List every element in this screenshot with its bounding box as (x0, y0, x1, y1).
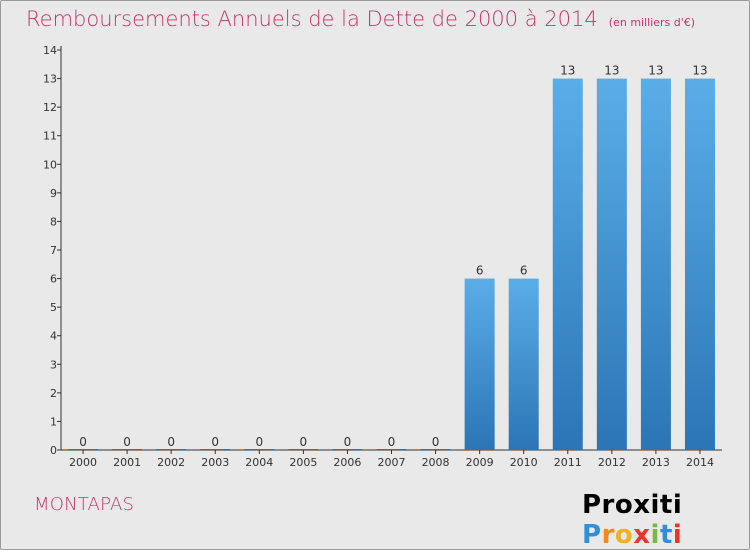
x-tick-label: 2002 (157, 456, 185, 469)
proxiti-logo: Proxiti Proxiti (582, 490, 750, 550)
bar (596, 78, 627, 451)
bar (464, 278, 495, 450)
x-tick-label: 2012 (598, 456, 626, 469)
data-label: 13 (692, 64, 707, 78)
y-tick-label: 7 (50, 244, 57, 257)
chart-subtitle: (en milliers d'€) (608, 16, 696, 29)
y-tick-label: 3 (50, 358, 57, 371)
data-label: 0 (388, 435, 396, 449)
y-tick-label: 2 (50, 387, 57, 400)
x-tick-label: 2007 (378, 456, 406, 469)
bar (420, 449, 451, 450)
bar (684, 78, 715, 451)
data-label: 6 (476, 264, 484, 278)
x-tick-label: 2013 (642, 456, 670, 469)
logo-letters: Proxiti (582, 520, 682, 550)
y-tick-label: 6 (50, 273, 57, 286)
commune-name: MONTAPAS (34, 494, 135, 515)
data-label: 0 (167, 435, 175, 449)
data-label: 0 (123, 435, 131, 449)
bar (288, 449, 319, 450)
y-tick-label: 5 (50, 301, 57, 314)
y-tick-label: 13 (43, 73, 57, 86)
x-tick-label: 2005 (289, 456, 317, 469)
data-label: 0 (79, 435, 87, 449)
x-tick-label: 2009 (466, 456, 494, 469)
y-tick-label: 8 (50, 215, 57, 228)
x-tick-label: 2000 (69, 456, 97, 469)
logo-text: Proxiti (582, 490, 683, 520)
data-label: 13 (604, 64, 619, 78)
x-tick-label: 2011 (554, 456, 582, 469)
y-tick-label: 12 (43, 101, 57, 114)
logo-letter: r (601, 520, 615, 550)
bar (508, 278, 539, 450)
bar (112, 449, 143, 450)
x-tick-label: 2014 (686, 456, 714, 469)
y-tick-label: 11 (43, 130, 57, 143)
chart-title: Remboursements Annuels de la Dette de 20… (26, 7, 598, 31)
x-tick-label: 2004 (245, 456, 273, 469)
logo-letter: o (614, 520, 634, 550)
bar (244, 449, 275, 450)
y-tick-label: 0 (50, 444, 57, 457)
chart-title-block: Remboursements Annuels de la Dette de 20… (26, 7, 695, 31)
bar (332, 449, 363, 450)
x-tick-label: 2006 (333, 456, 361, 469)
y-tick-label: 4 (50, 330, 57, 343)
data-label: 0 (344, 435, 352, 449)
data-label: 0 (255, 435, 263, 449)
bar (156, 449, 187, 450)
x-tick-label: 2008 (422, 456, 450, 469)
logo-letter: x (633, 520, 651, 550)
data-label: 13 (560, 64, 575, 78)
data-label: 0 (211, 435, 219, 449)
logo-letter: P (582, 520, 602, 550)
x-tick-label: 2001 (113, 456, 141, 469)
logo-letter: i (650, 520, 660, 550)
data-label: 13 (648, 64, 663, 78)
x-tick-label: 2003 (201, 456, 229, 469)
y-tick-label: 10 (43, 158, 57, 171)
bar (376, 449, 407, 450)
data-label: 0 (300, 435, 308, 449)
y-tick-label: 9 (50, 187, 57, 200)
bar (200, 449, 231, 450)
data-label: 6 (520, 264, 528, 278)
data-label: 0 (432, 435, 440, 449)
bar (640, 78, 671, 451)
x-tick-label: 2010 (510, 456, 538, 469)
bar (68, 449, 99, 450)
y-tick-label: 14 (43, 44, 57, 57)
logo-letter: i (672, 520, 683, 550)
bar (552, 78, 583, 451)
logo-letter: t (659, 520, 673, 550)
y-tick-label: 1 (50, 415, 57, 428)
